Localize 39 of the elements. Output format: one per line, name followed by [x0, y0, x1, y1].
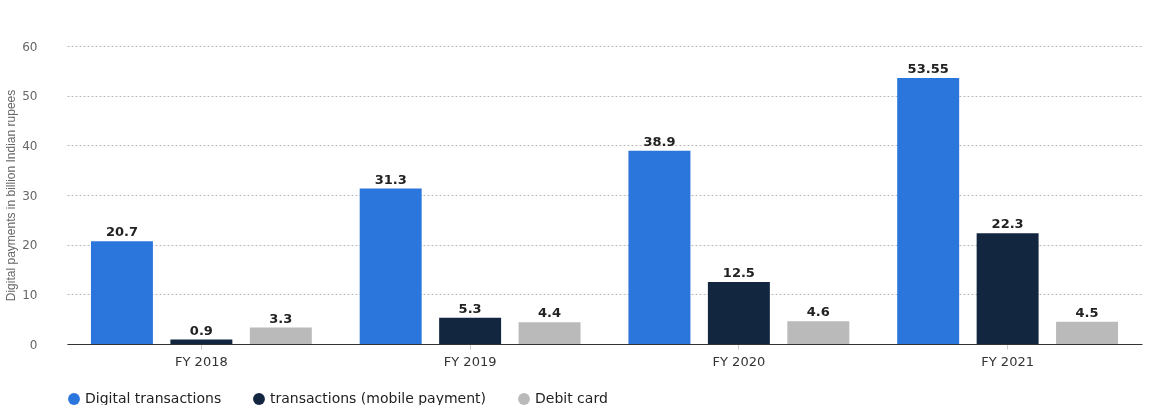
data-label: 22.3: [991, 216, 1024, 232]
y-tick-label: 0: [29, 337, 38, 352]
bar: [439, 317, 502, 344]
legend-label: Digital transactions: [85, 390, 222, 405]
data-label: 4.6: [806, 304, 830, 320]
x-tick-label: FY 2020: [712, 353, 766, 369]
data-label: 4.4: [538, 305, 562, 321]
bar: [249, 327, 312, 344]
data-label: 38.9: [643, 133, 676, 149]
x-tick-label: FY 2021: [981, 353, 1034, 369]
data-label: 12.5: [722, 264, 755, 280]
data-label: 5.3: [458, 300, 482, 316]
bar: [359, 188, 422, 344]
bar: [628, 150, 691, 344]
y-axis-title: Digital payments in billion Indian rupees: [4, 89, 19, 302]
bar: [787, 321, 850, 344]
y-tick-label: 50: [22, 89, 38, 104]
bar: [518, 322, 581, 344]
x-tick-label: FY 2019: [443, 353, 497, 369]
legend-label: Debit card: [535, 390, 608, 405]
bar: [90, 241, 153, 344]
legend-label: transactions (mobile payment): [270, 390, 487, 405]
bar: [707, 281, 770, 344]
bar: [976, 233, 1039, 344]
data-label: 0.9: [189, 322, 213, 338]
data-label: 20.7: [105, 224, 138, 240]
y-tick-label: 60: [22, 39, 38, 54]
y-tick-label: 40: [22, 138, 38, 153]
data-label: 4.5: [1075, 304, 1099, 320]
data-label: 31.3: [374, 171, 407, 187]
y-tick-label: 20: [22, 238, 38, 253]
bar: [897, 78, 960, 344]
data-label: 3.3: [269, 310, 293, 326]
y-tick-label: 30: [22, 188, 38, 203]
y-tick-label: 10: [22, 287, 38, 302]
bar: [1056, 321, 1119, 344]
data-label: 53.55: [907, 61, 949, 77]
x-tick-label: FY 2018: [175, 353, 228, 369]
bar: [170, 339, 233, 344]
